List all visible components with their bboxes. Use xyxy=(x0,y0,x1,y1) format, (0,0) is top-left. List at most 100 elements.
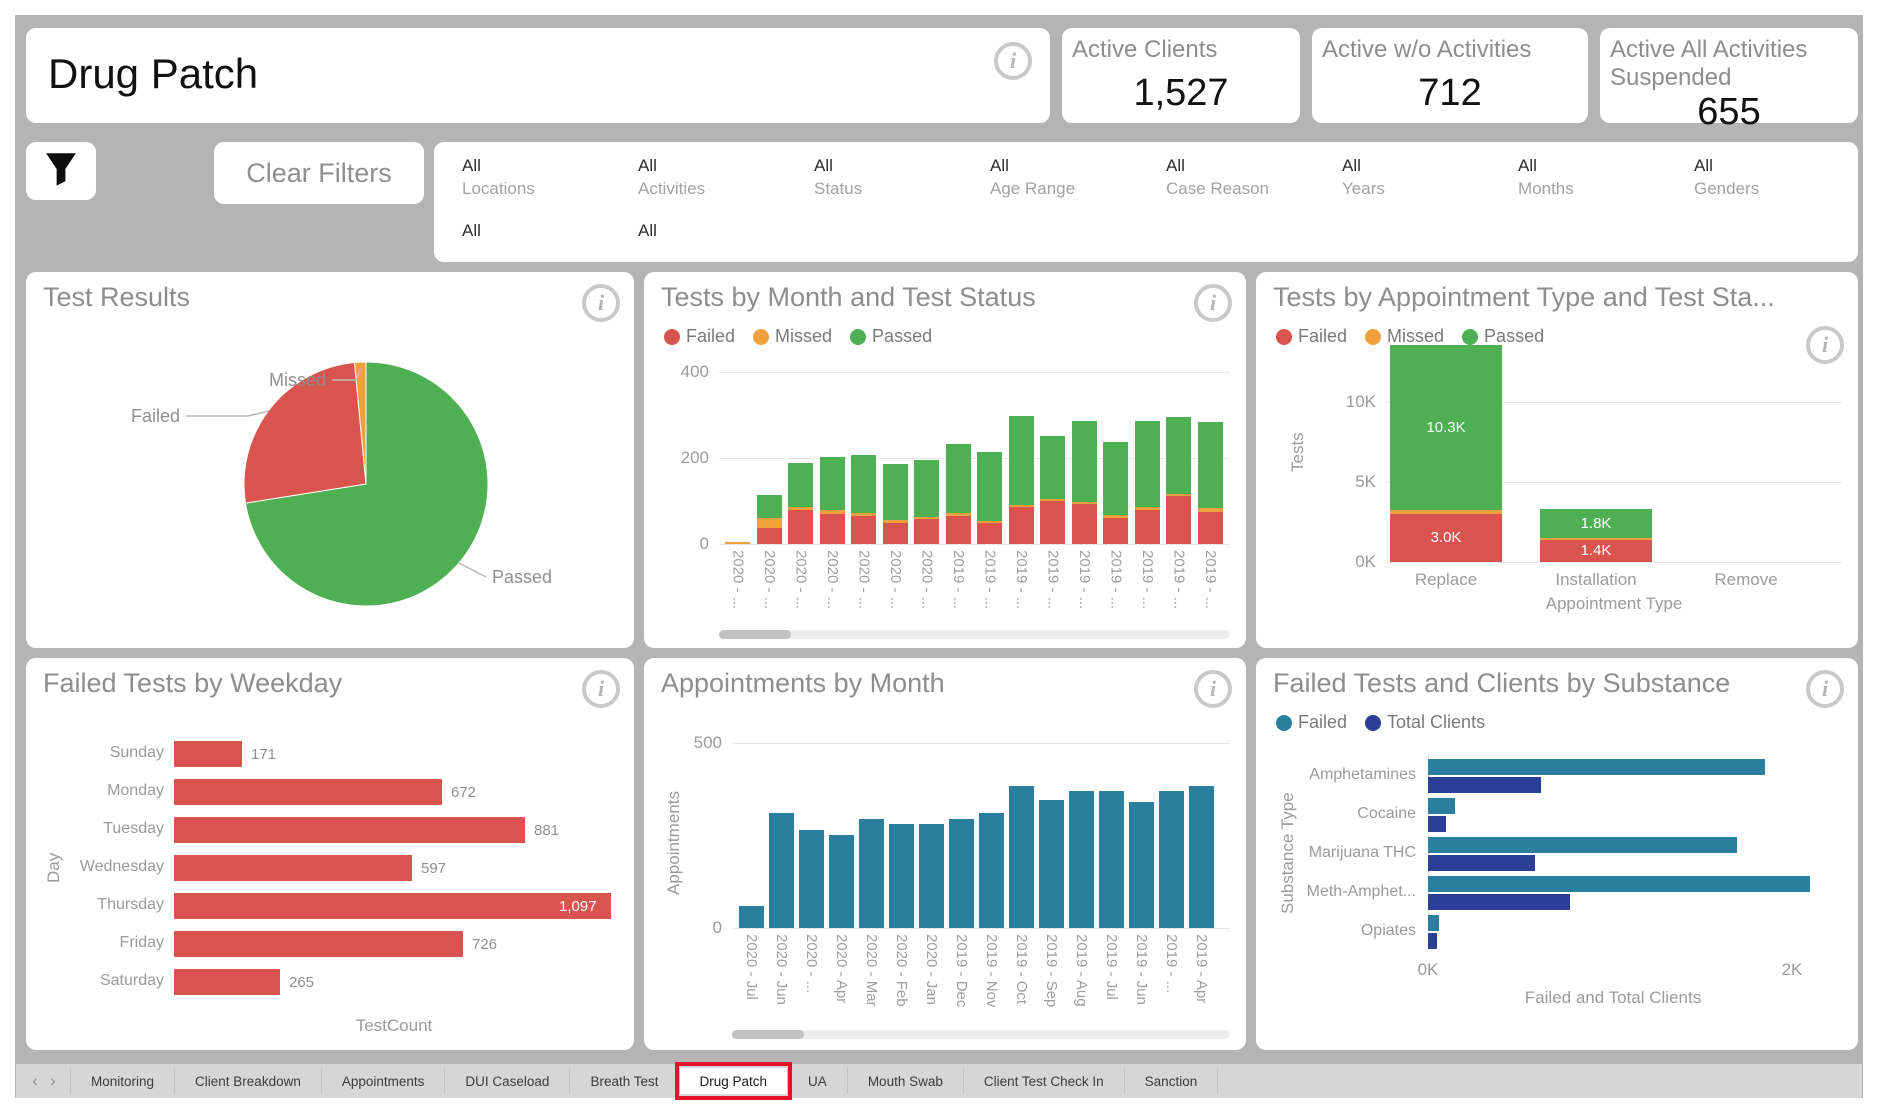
bar-segment-failed[interactable] xyxy=(1008,507,1034,544)
bar-month[interactable] xyxy=(769,813,794,928)
bar-segment-passed[interactable] xyxy=(1008,415,1034,506)
bar-segment-missed[interactable] xyxy=(914,516,939,520)
bar-segment-passed[interactable] xyxy=(851,454,876,514)
bar-failed[interactable] xyxy=(1428,915,1439,931)
tab-client-breakdown[interactable]: Client Breakdown xyxy=(175,1068,322,1094)
chart-scrollbar[interactable] xyxy=(732,1030,1230,1039)
bar-monday[interactable] xyxy=(174,779,442,805)
pie-slice-missed[interactable] xyxy=(353,361,367,485)
bar-segment-passed[interactable] xyxy=(1071,421,1097,502)
tab-breath-test[interactable]: Breath Test xyxy=(570,1068,680,1094)
pie-slice-passed[interactable] xyxy=(244,361,489,607)
bar-month[interactable] xyxy=(1039,800,1064,928)
tab-monitoring[interactable]: Monitoring xyxy=(70,1068,176,1094)
info-icon[interactable] xyxy=(582,670,620,708)
bar-month[interactable] xyxy=(1159,791,1184,928)
bar-segment-failed[interactable] xyxy=(1197,511,1223,544)
bar-segment-passed[interactable] xyxy=(1166,417,1191,494)
bar-segment-passed[interactable]: 10.3K xyxy=(1390,345,1502,510)
bar-segment-missed[interactable] xyxy=(851,513,876,517)
bar-month[interactable] xyxy=(1009,786,1034,928)
bar-month[interactable] xyxy=(1099,791,1124,928)
filter-item-case-reason[interactable]: All Case Reason xyxy=(1166,156,1342,199)
info-icon[interactable] xyxy=(994,42,1032,80)
bar-total-clients[interactable] xyxy=(1428,894,1570,910)
filter-item-years[interactable]: All Years xyxy=(1342,156,1518,199)
bar-segment-passed[interactable] xyxy=(1103,441,1128,515)
tab-ua[interactable]: UA xyxy=(788,1068,848,1094)
bar-segment-failed[interactable] xyxy=(1134,509,1160,544)
tab-scroll-left-icon[interactable]: ‹ xyxy=(32,1071,38,1090)
bar-segment-failed[interactable]: 3.0K xyxy=(1390,514,1502,562)
filter-item-status[interactable]: All Status xyxy=(814,156,990,199)
bar-month[interactable] xyxy=(1069,791,1094,928)
chart-scrollbar[interactable] xyxy=(719,630,1230,639)
bar-failed[interactable] xyxy=(1428,798,1455,814)
bar-total-clients[interactable] xyxy=(1428,855,1535,871)
bar-segment-passed[interactable] xyxy=(756,494,782,519)
tab-sanction[interactable]: Sanction xyxy=(1125,1068,1219,1094)
bar-thursday[interactable] xyxy=(174,893,611,919)
legend-item-failed[interactable]: Failed xyxy=(1276,712,1347,733)
pie-slice-failed[interactable] xyxy=(243,361,367,504)
legend-item-passed[interactable]: Passed xyxy=(1462,326,1544,347)
bar-total-clients[interactable] xyxy=(1428,933,1437,949)
filter-item-activities[interactable]: All Activities xyxy=(638,156,814,199)
bar-segment-failed[interactable] xyxy=(914,519,939,544)
clear-filters-button[interactable]: Clear Filters xyxy=(214,142,424,204)
info-icon[interactable] xyxy=(1806,670,1844,708)
bar-segment-missed[interactable] xyxy=(1197,508,1223,512)
filter-item-locations[interactable]: All Locations xyxy=(462,156,638,199)
legend-item-missed[interactable]: Missed xyxy=(1365,326,1444,347)
bar-segment-passed[interactable] xyxy=(882,464,908,520)
bar-segment-failed[interactable] xyxy=(882,523,908,544)
tab-appointments[interactable]: Appointments xyxy=(322,1068,446,1094)
bar-month[interactable] xyxy=(889,824,914,928)
bar-segment-failed[interactable] xyxy=(756,527,782,544)
bar-segment-failed[interactable] xyxy=(945,516,971,544)
bar-segment-missed[interactable] xyxy=(1540,538,1652,540)
bar-sunday[interactable] xyxy=(174,741,242,767)
bar-segment-passed[interactable] xyxy=(819,457,845,510)
info-icon[interactable] xyxy=(1194,670,1232,708)
filter-item-months[interactable]: All Months xyxy=(1518,156,1694,199)
filter-item-genders[interactable]: All Genders xyxy=(1694,156,1858,199)
bar-month[interactable] xyxy=(979,813,1004,928)
info-icon[interactable] xyxy=(1194,284,1232,322)
bar-segment-passed[interactable] xyxy=(788,463,813,508)
legend-item-failed[interactable]: Failed xyxy=(1276,326,1347,347)
info-icon[interactable] xyxy=(582,284,620,322)
bar-tuesday[interactable] xyxy=(174,817,525,843)
bar-total-clients[interactable] xyxy=(1428,816,1446,832)
bar-month[interactable] xyxy=(739,906,764,928)
bar-segment-passed[interactable]: 1.8K xyxy=(1540,509,1652,538)
bar-month[interactable] xyxy=(829,835,854,928)
info-icon[interactable] xyxy=(1806,326,1844,364)
bar-segment-failed[interactable] xyxy=(1103,518,1128,544)
tab-drug-patch[interactable]: Drug Patch xyxy=(674,1062,793,1100)
bar-month[interactable] xyxy=(1129,802,1154,928)
bar-segment-missed[interactable] xyxy=(1040,499,1065,501)
tab-scroll-right-icon[interactable]: › xyxy=(50,1071,56,1090)
bar-segment-failed[interactable] xyxy=(1166,495,1191,544)
chart-scrollbar-thumb[interactable] xyxy=(719,630,791,639)
bar-segment-missed[interactable] xyxy=(725,541,750,544)
bar-segment-missed[interactable] xyxy=(819,509,845,514)
bar-segment-failed[interactable] xyxy=(819,513,845,544)
bar-segment-passed[interactable] xyxy=(1040,435,1065,500)
tab-dui-caseload[interactable]: DUI Caseload xyxy=(445,1068,571,1094)
bar-segment-passed[interactable] xyxy=(945,443,971,513)
bar-segment-missed[interactable] xyxy=(882,519,908,524)
bar-month[interactable] xyxy=(949,819,974,928)
bar-segment-missed[interactable] xyxy=(945,512,971,517)
bar-segment-passed[interactable] xyxy=(914,460,939,517)
bar-saturday[interactable] xyxy=(174,969,280,995)
tab-client-test-check-in[interactable]: Client Test Check In xyxy=(964,1068,1125,1094)
bar-segment-missed[interactable] xyxy=(1134,507,1160,510)
bar-segment-missed[interactable] xyxy=(1008,505,1034,508)
bar-segment-passed[interactable] xyxy=(1134,421,1160,508)
bar-segment-passed[interactable] xyxy=(977,452,1002,521)
legend-item-failed[interactable]: Failed xyxy=(664,326,735,347)
legend-item-total-clients[interactable]: Total Clients xyxy=(1365,712,1485,733)
tab-mouth-swab[interactable]: Mouth Swab xyxy=(848,1068,964,1094)
